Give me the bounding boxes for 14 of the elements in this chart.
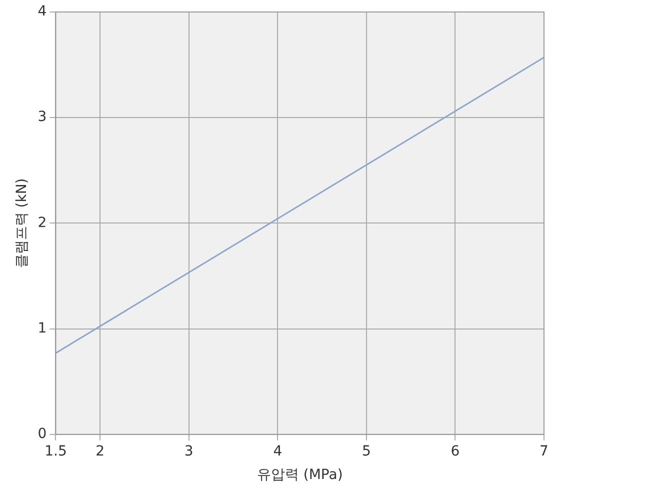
y-tick-label: 1 [38,320,47,336]
x-tick-label: 5 [362,443,371,460]
x-tick-label: 4 [273,443,282,460]
y-axis-title: 클램프력 (kN) [14,178,30,268]
y-tick-label: 0 [38,426,47,442]
x-tick-label: 2 [96,443,105,460]
y-tick-label: 2 [38,214,47,231]
x-tick-label: 1.5 [44,443,67,460]
x-tick-label: 7 [540,443,548,460]
y-tick-label: 3 [38,109,47,126]
x-tick-label: 6 [450,443,460,460]
x-tick-label: 3 [184,443,194,460]
y-tick-label: 4 [38,4,47,20]
x-axis-title: 유압력 (MPa) [256,467,343,484]
